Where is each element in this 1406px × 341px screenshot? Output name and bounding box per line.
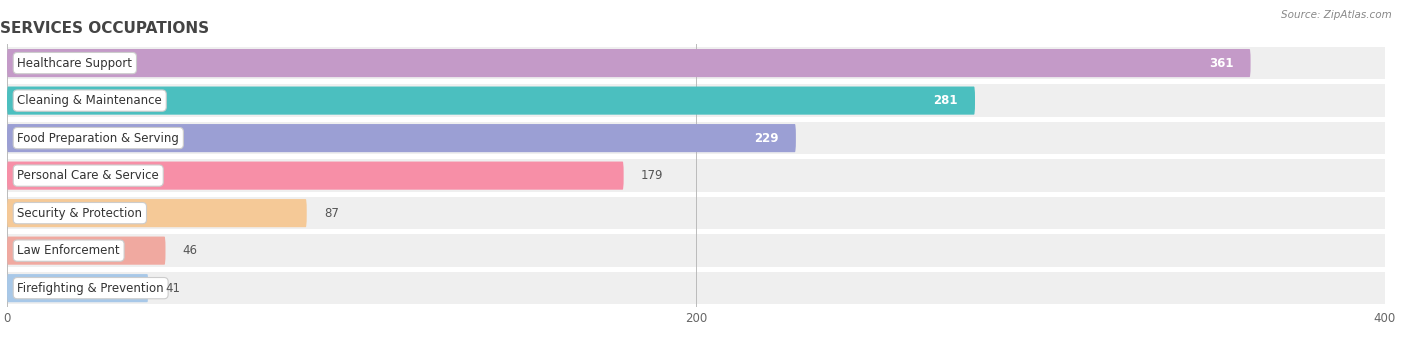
Bar [7, 47, 1385, 79]
Bar [7, 84, 1385, 117]
FancyBboxPatch shape [7, 124, 796, 152]
Text: Cleaning & Maintenance: Cleaning & Maintenance [17, 94, 162, 107]
Bar [7, 272, 1385, 305]
Text: 281: 281 [934, 94, 957, 107]
FancyBboxPatch shape [7, 274, 148, 302]
Text: 46: 46 [183, 244, 198, 257]
Bar [7, 159, 1385, 192]
FancyBboxPatch shape [7, 237, 166, 265]
Text: Personal Care & Service: Personal Care & Service [17, 169, 159, 182]
FancyBboxPatch shape [7, 162, 624, 190]
Text: 41: 41 [166, 282, 180, 295]
Text: Law Enforcement: Law Enforcement [17, 244, 120, 257]
Text: 179: 179 [641, 169, 664, 182]
Text: 229: 229 [754, 132, 779, 145]
FancyBboxPatch shape [7, 87, 974, 115]
Text: Healthcare Support: Healthcare Support [17, 57, 132, 70]
Text: 87: 87 [323, 207, 339, 220]
Bar [7, 122, 1385, 154]
Text: 361: 361 [1209, 57, 1233, 70]
Text: Food Preparation & Serving: Food Preparation & Serving [17, 132, 179, 145]
Text: Security & Protection: Security & Protection [17, 207, 142, 220]
Bar [7, 234, 1385, 267]
FancyBboxPatch shape [7, 199, 307, 227]
Text: SERVICES OCCUPATIONS: SERVICES OCCUPATIONS [0, 21, 209, 36]
FancyBboxPatch shape [7, 49, 1250, 77]
Text: Firefighting & Prevention: Firefighting & Prevention [17, 282, 165, 295]
Text: Source: ZipAtlas.com: Source: ZipAtlas.com [1281, 10, 1392, 20]
Bar [7, 197, 1385, 229]
